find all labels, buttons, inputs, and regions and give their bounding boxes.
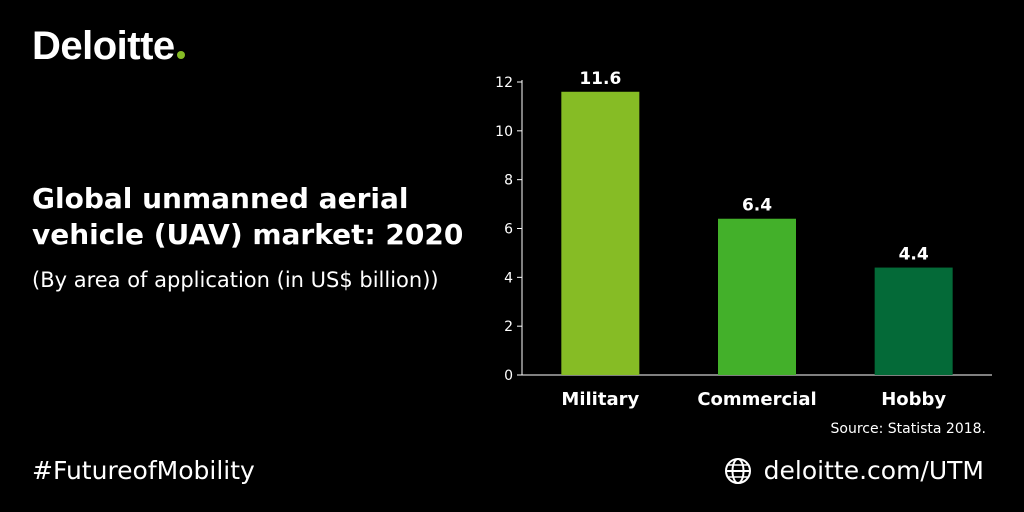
bar (874, 267, 953, 375)
category-label: Military (561, 389, 639, 410)
y-tick-label: 4 (504, 270, 513, 286)
y-tick-label: 0 (504, 368, 513, 384)
brand-dot (176, 51, 185, 59)
bar (718, 218, 796, 375)
data-label: 11.6 (579, 69, 621, 89)
data-label: 6.4 (742, 196, 772, 216)
bar (561, 91, 640, 376)
category-label: Commercial (697, 389, 816, 410)
source-note: Source: Statista 2018. (830, 421, 986, 437)
deloitte-logo: Deloitte (32, 26, 185, 66)
y-tick-label: 6 (504, 222, 513, 238)
hashtag[interactable]: #FutureofMobility (32, 456, 255, 485)
globe-icon (724, 458, 751, 484)
website-link[interactable]: deloitte.com/UTM (724, 455, 984, 487)
website-text: deloitte.com/UTM (763, 456, 984, 485)
y-tick-label: 2 (504, 319, 513, 335)
data-label: 4.4 (899, 245, 929, 265)
chart-title: Global unmanned aerial vehicle (UAV) mar… (32, 182, 464, 251)
category-label: Hobby (881, 389, 946, 410)
y-tick-label: 10 (495, 124, 513, 140)
y-tick-label: 8 (504, 173, 513, 189)
brand-name: Deloitte (32, 24, 175, 68)
chart-subtitle: (By area of application (in US$ billion)… (32, 268, 439, 292)
y-tick-label: 12 (495, 75, 513, 91)
